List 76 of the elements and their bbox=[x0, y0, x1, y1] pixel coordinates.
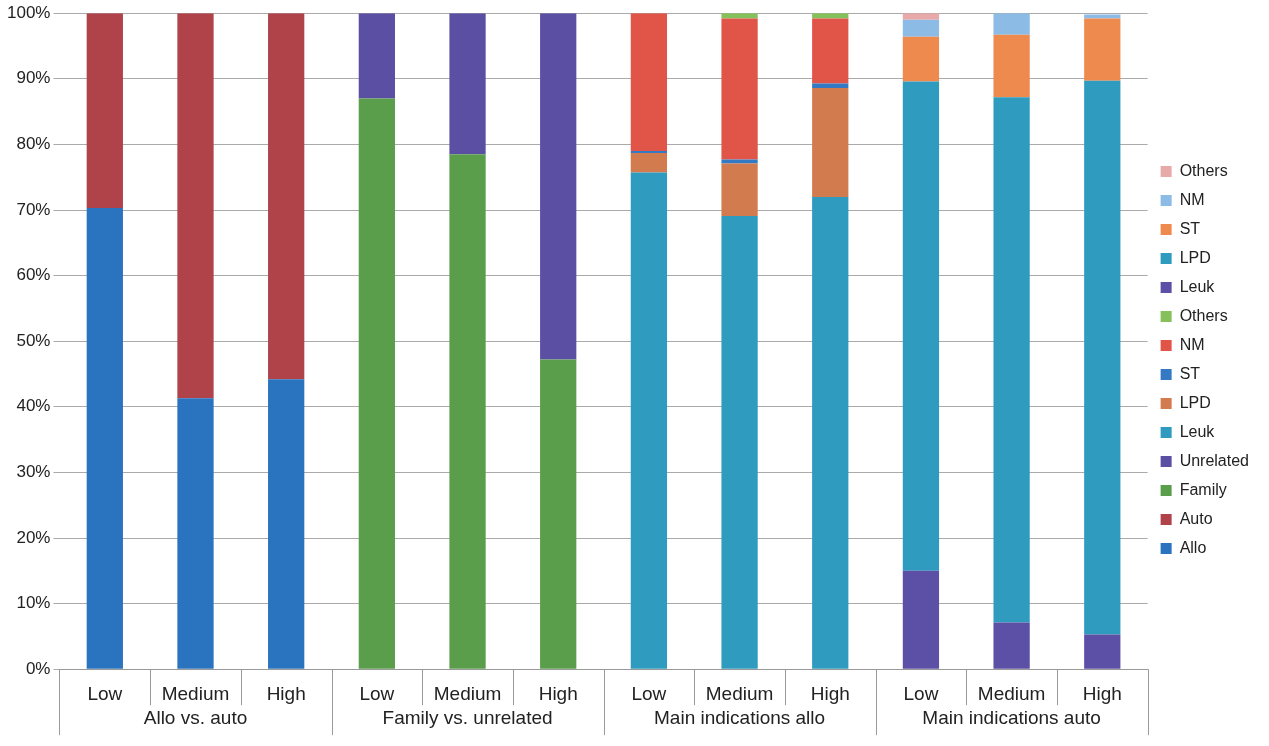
y-tick-label: 20% bbox=[16, 527, 51, 547]
bar bbox=[993, 34, 1030, 98]
x-tick-label: Medium bbox=[977, 682, 1046, 704]
x-tick-label: High bbox=[538, 682, 578, 704]
legend-label: Allo bbox=[1179, 538, 1207, 556]
bar bbox=[812, 87, 849, 197]
x-tick-label: Low bbox=[359, 682, 395, 704]
bar bbox=[358, 98, 395, 669]
y-tick-label: 30% bbox=[16, 462, 51, 482]
text: Main indications auto bbox=[922, 707, 1101, 729]
bar bbox=[902, 36, 940, 82]
y-tick-label: 100% bbox=[7, 2, 51, 22]
text: Family vs. unrelated bbox=[382, 707, 553, 729]
bar bbox=[540, 359, 577, 669]
bar bbox=[993, 97, 1030, 623]
bar bbox=[1084, 80, 1121, 635]
legend-label: ST bbox=[1179, 364, 1201, 382]
legend-label: LPD bbox=[1179, 248, 1211, 266]
y-tick-label: 10% bbox=[16, 593, 51, 613]
bar bbox=[721, 215, 758, 669]
bar bbox=[902, 81, 940, 571]
bar bbox=[1084, 18, 1121, 81]
bar bbox=[358, 13, 395, 99]
legend-label: NM bbox=[1179, 335, 1205, 353]
y-tick-label: 80% bbox=[16, 134, 51, 154]
bar bbox=[268, 379, 305, 669]
bar bbox=[177, 13, 214, 399]
bar bbox=[177, 398, 214, 669]
y-tick-label: 0% bbox=[25, 658, 51, 678]
bar bbox=[630, 172, 668, 669]
bar bbox=[630, 152, 668, 173]
bar bbox=[449, 13, 486, 155]
legend-label: Others bbox=[1179, 161, 1228, 179]
legend-label: LPD bbox=[1179, 393, 1211, 411]
legend-label: Leuk bbox=[1179, 277, 1216, 295]
x-tick-label: High bbox=[810, 682, 850, 704]
x-tick-label: Low bbox=[903, 682, 939, 704]
legend-label: Unrelated bbox=[1179, 451, 1249, 469]
y-tick-label: 50% bbox=[16, 330, 51, 350]
legend-label: Others bbox=[1179, 306, 1228, 324]
y-tick-label: 70% bbox=[16, 199, 51, 219]
y-tick-label: 60% bbox=[16, 265, 51, 285]
x-tick-label: High bbox=[1082, 682, 1122, 704]
bar bbox=[812, 18, 849, 84]
text: Main indications allo bbox=[654, 707, 826, 729]
bar bbox=[812, 83, 849, 88]
bar bbox=[721, 163, 758, 216]
legend-label: NM bbox=[1179, 190, 1205, 208]
legend-label: Leuk bbox=[1179, 422, 1216, 440]
x-tick-label: Medium bbox=[161, 682, 230, 704]
bar bbox=[268, 13, 305, 380]
x-tick-label: Low bbox=[631, 682, 667, 704]
bar bbox=[540, 13, 577, 360]
bar bbox=[1084, 634, 1121, 669]
x-tick-label: Low bbox=[87, 682, 123, 704]
x-tick-label: Medium bbox=[433, 682, 502, 704]
bar bbox=[86, 208, 123, 669]
bar bbox=[902, 13, 940, 20]
bar bbox=[902, 570, 940, 669]
bar bbox=[902, 19, 940, 37]
bar bbox=[721, 159, 758, 164]
y-tick-label: 40% bbox=[16, 396, 51, 416]
legend-label: Auto bbox=[1179, 509, 1213, 527]
bar bbox=[86, 13, 123, 209]
bar bbox=[721, 18, 758, 160]
bar bbox=[449, 154, 486, 669]
bar bbox=[630, 13, 668, 151]
bar bbox=[812, 196, 849, 669]
text: Allo vs. auto bbox=[143, 707, 248, 729]
bar bbox=[993, 13, 1030, 35]
x-tick-label: Medium bbox=[705, 682, 774, 704]
x-tick-label: High bbox=[266, 682, 306, 704]
bar bbox=[993, 622, 1030, 669]
y-tick-label: 90% bbox=[16, 68, 51, 88]
legend-label: Family bbox=[1179, 480, 1227, 498]
legend-label: ST bbox=[1179, 219, 1201, 237]
